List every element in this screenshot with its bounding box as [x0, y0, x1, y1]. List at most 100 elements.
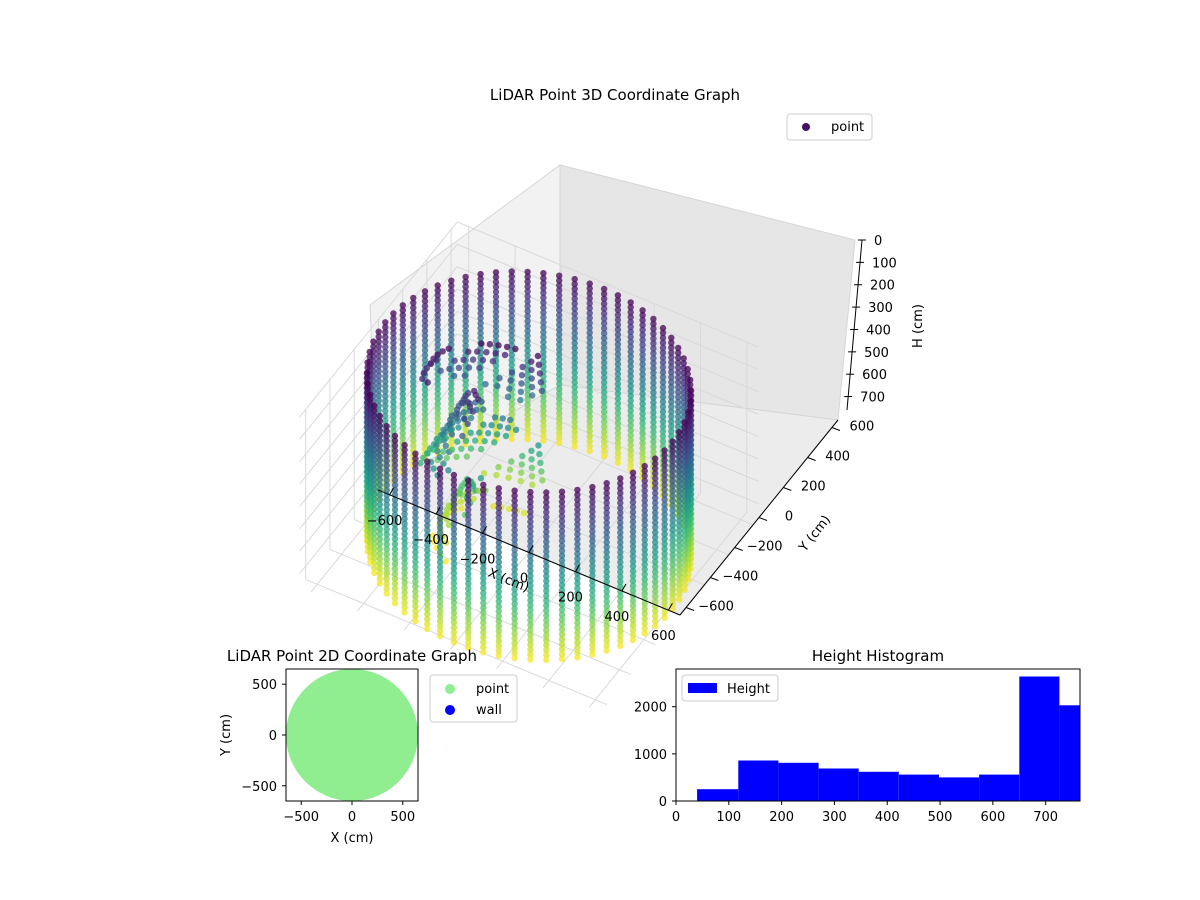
plot3d-data-point — [639, 346, 646, 353]
plot3d-data-point — [681, 556, 688, 564]
plot3d-data-point — [527, 646, 534, 653]
plot3d-data-point — [629, 577, 637, 585]
plot3d-data-point — [442, 434, 449, 442]
plot3d-data-point — [401, 545, 408, 552]
plot3d-data-point — [668, 423, 675, 430]
plot3d-data-point — [412, 603, 419, 610]
plot3d-data-point — [401, 515, 408, 523]
plot3d-data-point — [659, 344, 667, 351]
plot3d-data-point — [495, 549, 502, 556]
plot3d-data-point — [462, 283, 469, 290]
plot3d-data-point — [627, 427, 634, 434]
plot3d-data-point — [558, 646, 566, 653]
plot3d-data-point — [383, 482, 390, 489]
plot3d-data-point — [376, 526, 383, 533]
plot3d-data-point — [676, 488, 683, 495]
plot3d-data-point — [627, 318, 634, 326]
plot2d-ylabel: Y (cm) — [219, 714, 234, 757]
plot3d-data-point — [676, 557, 683, 564]
plot3d-data-point — [477, 310, 484, 317]
plot3d-data-point — [448, 331, 455, 339]
hist-bar — [979, 774, 1020, 801]
plot3d-data-point — [600, 295, 608, 302]
plot3d-data-point — [600, 300, 608, 307]
plot3d-data-point — [676, 473, 683, 480]
plot3d-data-point — [410, 329, 417, 336]
plot3d-data-point — [465, 570, 472, 578]
plot3d-data-point — [639, 336, 646, 343]
plot3d-data-point — [465, 536, 472, 543]
plot3d-data-point — [586, 383, 593, 391]
plot3d-data-point — [641, 497, 648, 504]
plot3d-data-point — [589, 611, 596, 619]
plot3d-data-point — [480, 555, 487, 562]
plot3d-data-point — [450, 560, 458, 567]
plot3d-data-point — [412, 612, 419, 620]
plot3d-data-point — [524, 278, 531, 285]
plot3d-data-point — [589, 513, 596, 520]
plot3d-data-point — [390, 394, 397, 401]
plot3d-data-point — [495, 558, 502, 566]
plot3d-data-point — [650, 374, 657, 382]
plot2d-title: LiDAR Point 2D Coordinate Graph — [227, 647, 477, 665]
plot3d-data-point — [543, 636, 550, 644]
plot3d-data-point — [511, 600, 518, 608]
plot3d-data-point — [627, 348, 634, 355]
plot3d-data-point — [462, 426, 469, 433]
plot3d-data-point — [589, 508, 596, 515]
plot3d-data-point — [681, 493, 688, 500]
plot3d-data-point — [383, 516, 390, 523]
plot3d-data-point — [571, 443, 578, 450]
plot3d-data-point — [586, 290, 593, 297]
plot3d-data-point — [556, 331, 563, 338]
plot3d-data-point — [436, 563, 444, 571]
plot3d-data-point — [571, 423, 578, 430]
plot3d-data-point — [659, 369, 667, 376]
plot3d-data-point — [524, 322, 531, 330]
plot3d-data-point — [419, 375, 426, 382]
plot3d-title: LiDAR Point 3D Coordinate Graph — [490, 86, 740, 104]
plot3d-data-point — [589, 498, 596, 506]
plot3d-data-point — [668, 359, 675, 366]
plot3d-data-point — [448, 400, 455, 407]
plot3d-data-point — [574, 540, 581, 548]
plot3d-data-point — [511, 507, 518, 514]
plot3d-data-point — [504, 424, 512, 432]
plot3d-data-point — [401, 569, 408, 577]
plot3d-data-point — [586, 314, 593, 322]
plot3d-data-point — [650, 330, 657, 337]
plot3d-data-point — [518, 372, 526, 379]
plot3d-data-point — [614, 311, 622, 319]
plot3d-data-point — [495, 519, 502, 526]
plot3d-data-point — [375, 328, 382, 335]
plot3d-y-tick — [685, 607, 695, 611]
plot3d-data-point — [641, 477, 648, 484]
plot3d-data-point — [371, 564, 378, 572]
plot3d-data-point — [669, 576, 676, 583]
plot3d-data-point — [410, 398, 417, 405]
plot3d-data-point — [476, 364, 483, 372]
plot3d-data-point — [617, 480, 624, 487]
plot3d-data-point — [687, 398, 694, 405]
plot3d-data-point — [571, 310, 578, 317]
plot3d-data-point — [445, 502, 452, 509]
plot3d-data-point — [371, 535, 378, 542]
plot3d-data-point — [383, 487, 390, 494]
plot3d-data-point — [676, 537, 683, 544]
plot3d-data-point — [450, 604, 458, 612]
hist-bar — [818, 768, 859, 801]
plot3d-data-point — [382, 329, 389, 336]
plot3d-data-point — [527, 616, 534, 624]
plot3d-data-point — [650, 389, 657, 396]
plot3d-data-point — [450, 481, 458, 488]
plot3d-data-point — [391, 600, 399, 607]
plot3d-data-point — [543, 592, 550, 599]
plot3d-data-point — [511, 487, 518, 494]
plot3d-data-point — [391, 536, 399, 543]
plot3d-data-point — [652, 509, 659, 516]
plot3d-data-point — [391, 516, 399, 523]
plot3d-data-point — [589, 572, 596, 579]
plot3d-data-point — [669, 591, 676, 598]
